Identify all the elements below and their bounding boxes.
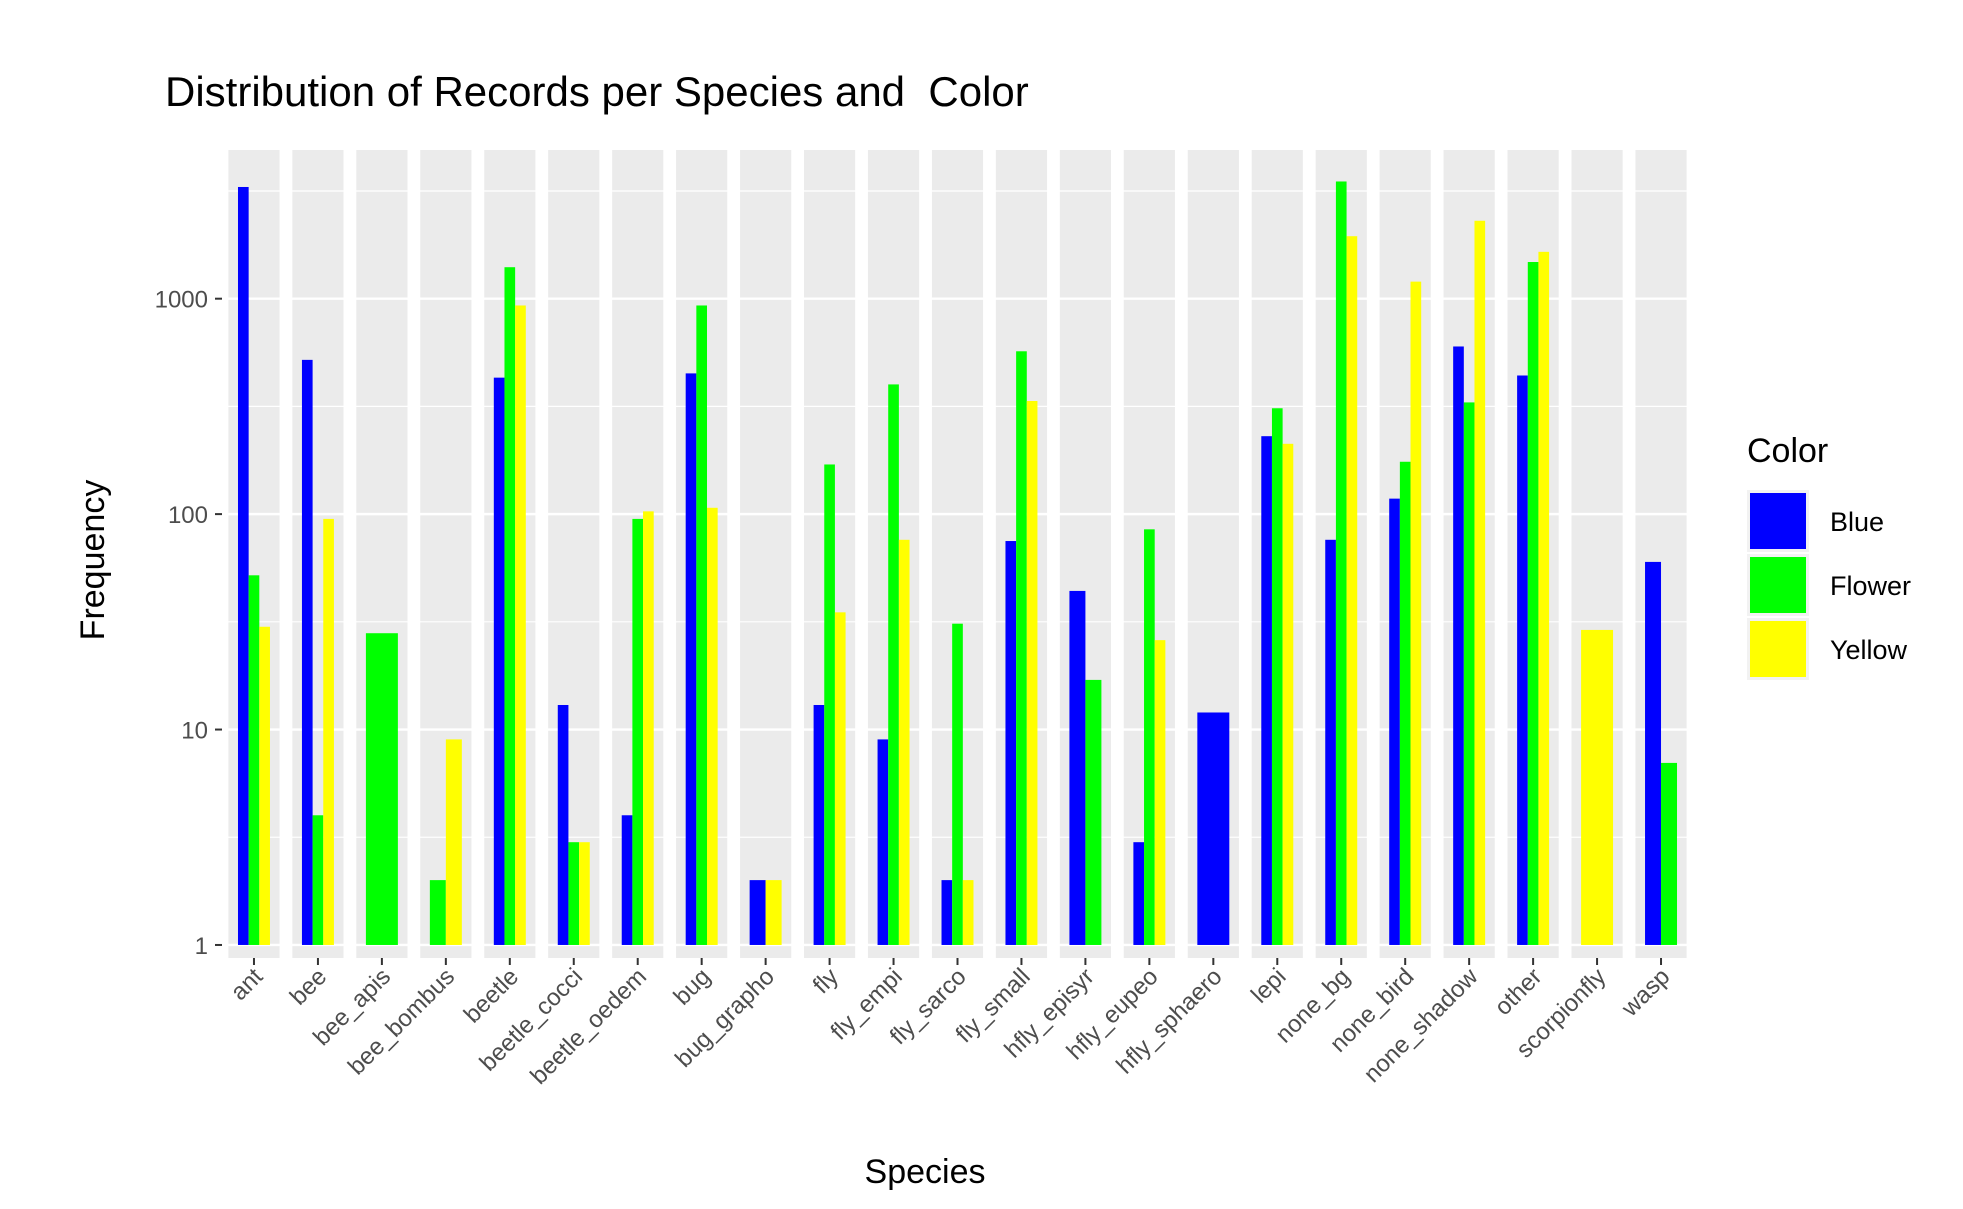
y-tick-label: 100 xyxy=(168,502,208,529)
bar-ant-blue xyxy=(237,186,249,945)
bar-lepi-blue xyxy=(1261,436,1272,945)
bar-other-blue xyxy=(1517,375,1528,945)
bar-bee_apis-flower xyxy=(365,633,398,945)
y-axis-title: Frequency xyxy=(74,480,112,641)
bar-fly_sarco-yellow xyxy=(962,880,974,945)
x-tick-label: wasp xyxy=(1616,963,1675,1022)
bar-bug-blue xyxy=(685,373,697,945)
bar-none_bg-flower xyxy=(1335,181,1347,945)
x-tick-label: ant xyxy=(226,963,269,1006)
bar-fly_small-blue xyxy=(1005,541,1017,945)
x-tick-label: bug xyxy=(669,963,716,1010)
bar-bug_grapho-yellow xyxy=(765,880,782,945)
bar-hfly_episyr-blue xyxy=(1069,590,1086,945)
bar-beetle_oedem-yellow xyxy=(643,511,654,945)
bar-none_shadow-yellow xyxy=(1474,220,1486,945)
legend-key-yellow xyxy=(1750,621,1806,677)
bar-other-flower xyxy=(1527,262,1539,945)
legend: Color Blue Flower Yellow xyxy=(1747,432,1911,680)
y-tick-label: 1 xyxy=(195,933,208,960)
bar-beetle-blue xyxy=(493,377,505,945)
bar-hfly_eupeo-yellow xyxy=(1154,640,1166,945)
bar-wasp-flower xyxy=(1661,762,1678,945)
bar-wasp-blue xyxy=(1645,561,1662,945)
x-tick-label: fly xyxy=(808,963,844,999)
x-tick-label: other xyxy=(1490,963,1548,1021)
legend-label-flower: Flower xyxy=(1830,571,1911,601)
bars xyxy=(237,181,1678,945)
x-tick-label: lepi xyxy=(1246,963,1292,1009)
bar-hfly_episyr-flower xyxy=(1085,679,1102,945)
bar-none_shadow-blue xyxy=(1453,346,1464,945)
legend-label-blue: Blue xyxy=(1830,507,1884,537)
legend-key-blue xyxy=(1750,493,1806,549)
panel-band xyxy=(740,150,792,958)
bar-fly_small-yellow xyxy=(1026,401,1038,945)
y-tick-label: 1000 xyxy=(155,287,208,314)
x-tick-label: bee xyxy=(285,963,332,1010)
bar-scorpionfly-yellow xyxy=(1581,629,1614,945)
y-axis: 1 10 100 1000 xyxy=(155,287,222,960)
bar-ant-yellow xyxy=(259,626,270,945)
x-tick-label: beetle_oedem xyxy=(525,963,652,1090)
bar-beetle-flower xyxy=(504,267,516,945)
x-axis-title: Species xyxy=(865,1153,986,1191)
bar-fly_sarco-blue xyxy=(941,880,953,945)
bar-beetle_oedem-blue xyxy=(621,815,633,945)
bar-bug_grapho-blue xyxy=(749,880,766,945)
bar-ant-flower xyxy=(248,575,260,945)
bar-fly-flower xyxy=(824,464,835,945)
bar-none_bg-blue xyxy=(1325,539,1336,945)
bar-fly_empi-blue xyxy=(877,739,889,945)
bar-beetle_cocci-flower xyxy=(568,842,580,945)
bar-bee-yellow xyxy=(323,518,334,945)
bar-fly-blue xyxy=(813,704,825,945)
bar-fly_empi-yellow xyxy=(898,539,910,945)
legend-key-flower xyxy=(1750,557,1806,613)
bar-other-yellow xyxy=(1538,251,1550,945)
y-tick-label: 10 xyxy=(181,718,208,745)
bar-bee_bombus-yellow xyxy=(445,739,462,945)
x-axis: ant beebee_apisbee_bombusbeetlebeetle_coc… xyxy=(226,958,1675,1090)
panel-band xyxy=(548,150,600,958)
chart-title: Distribution of Records per Species and … xyxy=(165,68,1029,115)
bar-none_bg-yellow xyxy=(1346,236,1358,945)
bar-hfly_sphaero-blue xyxy=(1197,712,1230,945)
bar-bug-yellow xyxy=(707,507,718,945)
bar-none_bird-blue xyxy=(1389,498,1400,945)
bar-hfly_eupeo-blue xyxy=(1133,842,1145,945)
bar-fly-yellow xyxy=(834,612,846,945)
bar-none_bird-yellow xyxy=(1410,281,1422,945)
bar-beetle-yellow xyxy=(515,305,526,945)
bar-beetle_cocci-yellow xyxy=(579,842,590,945)
bar-fly_small-flower xyxy=(1016,351,1027,945)
bar-bee-flower xyxy=(312,815,324,945)
bar-bug-flower xyxy=(696,305,708,945)
legend-title: Color xyxy=(1747,432,1828,470)
bar-none_shadow-flower xyxy=(1463,402,1475,945)
bar-fly_empi-flower xyxy=(888,384,899,945)
bar-hfly_eupeo-flower xyxy=(1144,529,1155,945)
bar-beetle_oedem-flower xyxy=(632,518,644,945)
bar-bee_bombus-flower xyxy=(429,880,446,945)
bar-none_bird-flower xyxy=(1399,461,1411,945)
bar-beetle_cocci-blue xyxy=(557,704,569,945)
bar-bee-blue xyxy=(301,359,313,945)
bar-lepi-yellow xyxy=(1282,443,1294,945)
bar-lepi-flower xyxy=(1271,408,1283,945)
legend-label-yellow: Yellow xyxy=(1830,635,1908,665)
bar-fly_sarco-flower xyxy=(952,623,963,945)
x-tick-label: none_shadow xyxy=(1359,963,1484,1088)
